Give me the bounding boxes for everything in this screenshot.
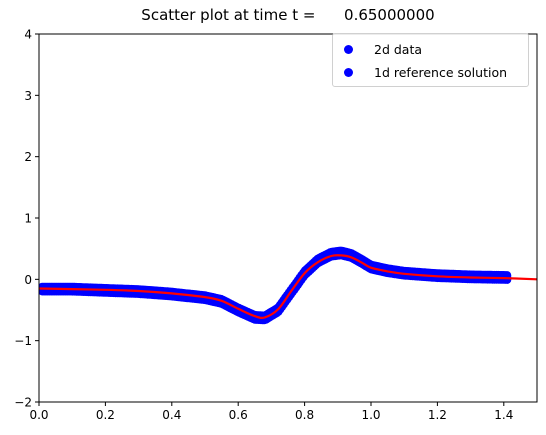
legend-label: 2d data [374, 41, 423, 57]
scatter-point [502, 275, 512, 284]
y-tick-label: 0 [24, 273, 32, 287]
legend: 2d data 1d reference solution [332, 33, 529, 87]
legend-marker-icon [344, 67, 353, 77]
legend-marker-icon [344, 44, 353, 54]
x-axis: 0.0 0.2 0.4 0.6 0.8 1.0 1.2 1.4 [29, 402, 513, 422]
x-tick-label: 1.2 [428, 408, 447, 422]
x-tick-label: 0.4 [162, 408, 181, 422]
x-tick-label: 0.6 [229, 408, 248, 422]
x-tick-label: 0.2 [96, 408, 115, 422]
x-tick-label: 0.8 [295, 408, 314, 422]
y-tick-label: 1 [24, 212, 32, 226]
x-tick-label: 1.0 [361, 408, 380, 422]
reference-line-series [39, 254, 537, 319]
x-tick-label: 0.0 [29, 408, 48, 422]
y-tick-label: −1 [14, 334, 32, 348]
y-axis: −2 −1 0 1 2 3 4 [14, 28, 39, 410]
y-tick-label: −2 [14, 396, 32, 410]
page-title: Scatter plot at time t = 0.65000000 [141, 6, 435, 24]
legend-label: 1d reference solution [374, 64, 508, 80]
y-tick-label: 2 [24, 150, 32, 164]
y-tick-label: 4 [24, 28, 32, 42]
plot-frame [38, 33, 538, 403]
y-tick-label: 3 [24, 89, 32, 103]
reference-line [39, 254, 537, 319]
legend-item-1d-reference: 1d reference solution [333, 62, 507, 82]
legend-item-2d-data: 2d data [333, 39, 422, 59]
x-tick-label: 1.4 [494, 408, 513, 422]
